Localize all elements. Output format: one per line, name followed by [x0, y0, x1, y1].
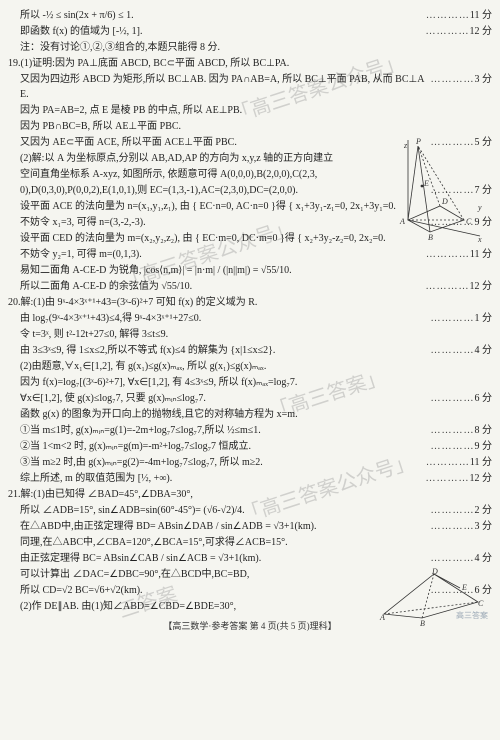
- label-B: B: [428, 233, 433, 242]
- line-points: …………12 分: [426, 471, 493, 486]
- solution-line: 因为 PB∩BC=B, 所以 AE⊥平面 PBC.: [8, 119, 492, 134]
- line-text: 又因为四边形 ABCD 为矩形,所以 BC⊥AB. 因为 PA∩AB=A, 所以…: [20, 72, 425, 102]
- q-label-A: A: [379, 613, 385, 622]
- solution-line: 综上所述, m 的取值范围为 [½, +∞). …………12 分: [8, 471, 492, 486]
- line-text: 注：没有讨论①,②,③组合的,本题只能得 8 分.: [20, 40, 492, 55]
- solution-line: 易知二面角 A-CE-D 为锐角, |cos⟨n,m⟩| = |n·m| / (…: [8, 263, 492, 278]
- solution-line: 因为 PA=AB=2, 点 E 是棱 PB 的中点, 所以 AE⊥PB.: [8, 103, 492, 118]
- line-points: …………12 分: [426, 279, 493, 294]
- line-text: ①当 m≤1时, g(x)ₘᵢₙ=g(1)=-2m+log₇7≤log₇7,所以…: [20, 423, 425, 438]
- q-label-C: C: [478, 599, 484, 608]
- line-points: …………11 分: [426, 247, 492, 262]
- line-points: …………4 分: [431, 551, 493, 566]
- line-text: 易知二面角 A-CE-D 为锐角, |cos⟨n,m⟩| = |n·m| / (…: [20, 263, 492, 278]
- solution-line: 所以 -½ ≤ sin(2x + π/6) ≤ 1. …………11 分: [8, 8, 492, 23]
- line-text: ③当 m≥2 时,由 g(x)ₘᵢₙ=g(2)=-4m+log₇7≤log₇7,…: [20, 455, 420, 470]
- line-text: 不妨令 y₂=1, 可得 m=(0,1,3).: [20, 247, 420, 262]
- label-E: E: [423, 179, 429, 188]
- solution-line: 令 t=3ˣ, 则 t²-12t+27≤0, 解得 3≤t≤9.: [8, 327, 492, 342]
- line-text: 19.(1)证明:因为 PA⊥底面 ABCD, BC⊂平面 ABCD, 所以 B…: [8, 56, 492, 71]
- solution-line: 由 log₇(9ˣ-4×3ˣ⁺¹+43)≤4,得 9ˣ-4×3ˣ⁺¹+27≤0.…: [8, 311, 492, 326]
- page-content: 「高三答案公众号」 「高三答案公众号」 「高三答案」 「高三答案公众号」 三答案…: [8, 8, 492, 634]
- q-label-B: B: [420, 619, 425, 626]
- line-text: 同理,在△ABC中,∠CBA=120°,∠BCA=15°,可求得∠ACB=15°…: [20, 535, 492, 550]
- line-text: 不妨令 x₁=3, 可得 n=(3,-2,-3).: [20, 215, 425, 230]
- line-points: …………12 分: [426, 24, 493, 39]
- line-text: 20.解:(1)由 9ˣ-4×3ˣ⁺¹+43=(3ˣ-6)²+7 可知 f(x)…: [8, 295, 492, 310]
- line-text: 0),D(0,3,0),P(0,0,2),E(1,0,1),则 EC=(1,3,…: [20, 183, 425, 198]
- line-text: 因为 PA=AB=2, 点 E 是棱 PB 的中点, 所以 AE⊥PB.: [20, 103, 492, 118]
- solution-line: 又因为四边形 ABCD 为矩形,所以 BC⊥AB. 因为 PA∩AB=A, 所以…: [8, 72, 492, 102]
- solution-line: 同理,在△ABC中,∠CBA=120°,∠BCA=15°,可求得∠ACB=15°…: [8, 535, 492, 550]
- solution-line: 由正弦定理得 BC= ABsin∠CAB / sin∠ACB = √3+1(km…: [8, 551, 492, 566]
- label-y: y: [477, 203, 482, 212]
- line-text: 由正弦定理得 BC= ABsin∠CAB / sin∠ACB = √3+1(km…: [20, 551, 425, 566]
- solution-line: 由 3≤3ˣ≤9, 得 1≤x≤2,所以不等式 f(x)≤4 的解集为 {x|1…: [8, 343, 492, 358]
- line-points: …………6 分: [431, 391, 493, 406]
- line-text: 所以二面角 A-CE-D 的余弦值为 √55/10.: [20, 279, 420, 294]
- line-points: …………9 分: [431, 439, 493, 454]
- line-points: …………3 分: [431, 519, 493, 534]
- solution-lines: 所以 -½ ≤ sin(2x + π/6) ≤ 1.…………11 分即函数 f(…: [8, 8, 492, 614]
- solution-line: ③当 m≥2 时,由 g(x)ₘᵢₙ=g(2)=-4m+log₇7≤log₇7,…: [8, 455, 492, 470]
- line-text: 所以 -½ ≤ sin(2x + π/6) ≤ 1.: [20, 8, 420, 23]
- q-label-D: D: [431, 568, 438, 576]
- line-points: …………8 分: [431, 423, 493, 438]
- line-text: 21.解:(1)由已知得 ∠BAD=45°,∠DBA=30°,: [8, 487, 492, 502]
- line-text: (2)由题意,∀x₁∈[1,2], 有 g(x₁)≤g(x)ₘₐₓ, 所以 g(…: [20, 359, 492, 374]
- solution-line: 函数 g(x) 的图象为开口向上的抛物线,且它的对称轴方程为 x=m.: [8, 407, 492, 422]
- line-text: 所以 CD=√2 BC=√6+√2(km).: [20, 583, 425, 598]
- solution-line: 所以二面角 A-CE-D 的余弦值为 √55/10. …………12 分: [8, 279, 492, 294]
- solution-line: ∀x∈[1,2], 使 g(x)≤log₇7, 只要 g(x)ₘᵢₙ≤log₇7…: [8, 391, 492, 406]
- label-D: D: [441, 197, 448, 206]
- solution-line: (2)由题意,∀x₁∈[1,2], 有 g(x₁)≤g(x)ₘₐₓ, 所以 g(…: [8, 359, 492, 374]
- line-text: 由 3≤3ˣ≤9, 得 1≤x≤2,所以不等式 f(x)≤4 的解集为 {x|1…: [20, 343, 425, 358]
- label-x: x: [477, 235, 482, 244]
- solution-line: 所以 ∠ADB=15°, sin∠ADB=sin(60°-45°)= (√6-√…: [8, 503, 492, 518]
- solution-line: 在△ABD中,由正弦定理得 BD= ABsin∠DAB / sin∠ADB = …: [8, 519, 492, 534]
- line-text: ②当 1<m<2 时, g(x)ₘᵢₙ=g(m)=-m²+log₇7≤log₇7…: [20, 439, 425, 454]
- line-text: ∀x∈[1,2], 使 g(x)≤log₇7, 只要 g(x)ₘᵢₙ≤log₇7…: [20, 391, 425, 406]
- label-C: C: [466, 217, 472, 226]
- line-points: …………1 分: [431, 311, 493, 326]
- line-text: 综上所述, m 的取值范围为 [½, +∞).: [20, 471, 420, 486]
- solution-line: 因为 f(x)=log₇[(3ˣ-6)²+7], ∀x∈[1,2], 有 4≤3…: [8, 375, 492, 390]
- solution-line: ②当 1<m<2 时, g(x)ₘᵢₙ=g(m)=-m²+log₇7≤log₇7…: [8, 439, 492, 454]
- line-text: 在△ABD中,由正弦定理得 BD= ABsin∠DAB / sin∠ADB = …: [20, 519, 425, 534]
- label-A: A: [399, 217, 405, 226]
- line-text: 所以 ∠ADB=15°, sin∠ADB=sin(60°-45°)= (√6-√…: [20, 503, 425, 518]
- line-text: 函数 g(x) 的图象为开口向上的抛物线,且它的对称轴方程为 x=m.: [20, 407, 492, 422]
- label-z: z: [403, 141, 408, 150]
- solution-line: 即函数 f(x) 的值域为 [-½, 1]. …………12 分: [8, 24, 492, 39]
- line-points: …………2 分: [431, 503, 493, 518]
- line-points: …………4 分: [431, 343, 493, 358]
- solution-line: 19.(1)证明:因为 PA⊥底面 ABCD, BC⊂平面 ABCD, 所以 B…: [8, 56, 492, 71]
- line-points: …………11 分: [426, 8, 492, 23]
- solution-line: 不妨令 y₂=1, 可得 m=(0,1,3). …………11 分: [8, 247, 492, 262]
- line-text: 又因为 AE⊂平面 ACE, 所以平面 ACE⊥平面 PBC.: [20, 135, 425, 150]
- line-points: …………11 分: [426, 455, 492, 470]
- figure-pyramid: P A B C D E x y z: [394, 138, 486, 248]
- line-text: 由 log₇(9ˣ-4×3ˣ⁺¹+43)≤4,得 9ˣ-4×3ˣ⁺¹+27≤0.: [20, 311, 425, 326]
- solution-line: 注：没有讨论①,②,③组合的,本题只能得 8 分.: [8, 40, 492, 55]
- line-text: 因为 f(x)=log₇[(3ˣ-6)²+7], ∀x∈[1,2], 有 4≤3…: [20, 375, 492, 390]
- corner-stamp: 高三答案: [456, 610, 488, 622]
- label-P: P: [415, 138, 421, 146]
- solution-line: 20.解:(1)由 9ˣ-4×3ˣ⁺¹+43=(3ˣ-6)²+7 可知 f(x)…: [8, 295, 492, 310]
- solution-line: ①当 m≤1时, g(x)ₘᵢₙ=g(1)=-2m+log₇7≤log₇7,所以…: [8, 423, 492, 438]
- line-text: 即函数 f(x) 的值域为 [-½, 1].: [20, 24, 420, 39]
- line-text: 因为 PB∩BC=B, 所以 AE⊥平面 PBC.: [20, 119, 492, 134]
- q-label-E: E: [461, 583, 467, 592]
- line-points: …………3 分: [431, 72, 493, 87]
- solution-line: 21.解:(1)由已知得 ∠BAD=45°,∠DBA=30°,: [8, 487, 492, 502]
- line-text: 令 t=3ˣ, 则 t²-12t+27≤0, 解得 3≤t≤9.: [20, 327, 492, 342]
